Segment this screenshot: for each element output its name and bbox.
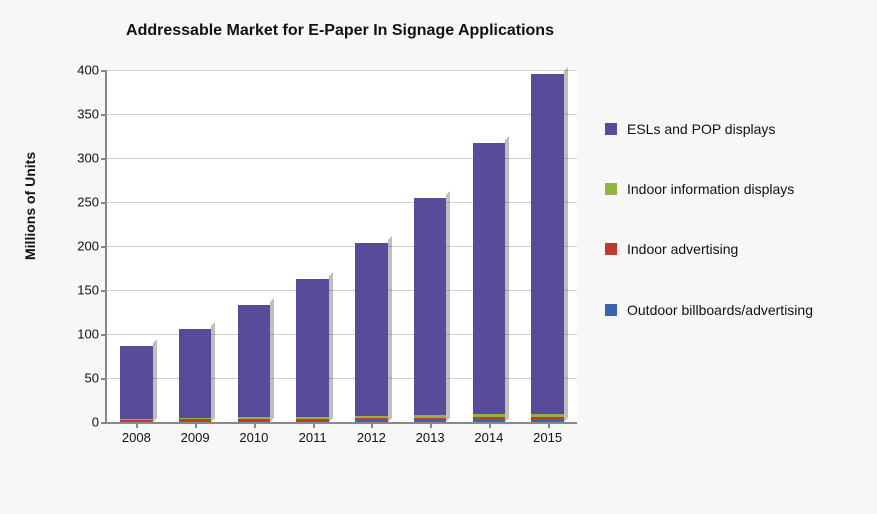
ytick-label: 150 — [77, 283, 99, 298]
gridline — [107, 114, 577, 115]
legend-swatch-outdoor — [605, 304, 617, 316]
xtick-mark — [195, 422, 197, 428]
bar-segment-outdoor — [238, 421, 270, 422]
bar-segment-indoor_adv — [473, 417, 505, 420]
ytick-mark — [101, 378, 107, 380]
xtick-mark — [254, 422, 256, 428]
plot-area: 0501001502002503003504002008200920102011… — [105, 70, 577, 424]
ytick-label: 100 — [77, 327, 99, 342]
legend-item-esl_pop: ESLs and POP displays — [605, 120, 855, 138]
bar-segment-outdoor — [473, 420, 505, 422]
bar-segment-esl_pop — [120, 346, 152, 419]
ytick-label: 400 — [77, 63, 99, 78]
xtick-mark — [371, 422, 373, 428]
chart-title: Addressable Market for E-Paper In Signag… — [0, 22, 680, 40]
y-axis-label: Millions of Units — [22, 152, 38, 260]
bar-segment-indoor_info — [473, 414, 505, 417]
bar-segment-indoor_adv — [355, 418, 387, 420]
bar-segment-esl_pop — [414, 198, 446, 415]
ytick-mark — [101, 334, 107, 336]
gridline — [107, 378, 577, 379]
bar-segment-indoor_info — [179, 418, 211, 419]
xtick-label: 2015 — [533, 430, 562, 445]
bar-group — [179, 329, 211, 422]
bar-segment-indoor_info — [531, 414, 563, 417]
xtick-mark — [136, 422, 138, 428]
legend-item-outdoor: Outdoor billboards/advertising — [605, 301, 855, 319]
xtick-mark — [430, 422, 432, 428]
ytick-mark — [101, 70, 107, 72]
bar-segment-indoor_info — [296, 417, 328, 419]
bar-segment-outdoor — [296, 421, 328, 422]
bar-segment-esl_pop — [473, 143, 505, 414]
legend-label: ESLs and POP displays — [627, 120, 775, 138]
xtick-label: 2009 — [181, 430, 210, 445]
bar-group — [355, 243, 387, 422]
legend-swatch-indoor_info — [605, 183, 617, 195]
xtick-label: 2014 — [474, 430, 503, 445]
bar-segment-indoor_info — [238, 417, 270, 419]
bar-segment-indoor_info — [414, 415, 446, 417]
ytick-mark — [101, 114, 107, 116]
ytick-mark — [101, 290, 107, 292]
ytick-mark — [101, 422, 107, 424]
gridline — [107, 70, 577, 71]
ytick-label: 50 — [85, 371, 99, 386]
bar-segment-indoor_adv — [296, 419, 328, 421]
legend-swatch-indoor_adv — [605, 243, 617, 255]
ytick-mark — [101, 246, 107, 248]
bar-segment-indoor_info — [355, 416, 387, 418]
bar-group — [238, 305, 270, 422]
bar-group — [473, 143, 505, 422]
ytick-label: 300 — [77, 151, 99, 166]
legend-label: Indoor information displays — [627, 180, 794, 198]
bar-segment-esl_pop — [238, 305, 270, 418]
xtick-mark — [489, 422, 491, 428]
legend-label: Outdoor billboards/advertising — [627, 301, 813, 319]
xtick-label: 2008 — [122, 430, 151, 445]
bar-group — [296, 279, 328, 422]
ytick-mark — [101, 202, 107, 204]
xtick-label: 2011 — [299, 430, 327, 445]
bar-segment-indoor_adv — [238, 419, 270, 421]
bar-segment-indoor_adv — [120, 420, 152, 421]
xtick-label: 2010 — [239, 430, 268, 445]
bar-segment-indoor_adv — [414, 418, 446, 421]
ytick-mark — [101, 158, 107, 160]
bar-segment-esl_pop — [355, 243, 387, 416]
gridline — [107, 334, 577, 335]
gridline — [107, 158, 577, 159]
xtick-mark — [548, 422, 550, 428]
xtick-label: 2012 — [357, 430, 386, 445]
legend-item-indoor_adv: Indoor advertising — [605, 240, 855, 258]
ytick-label: 0 — [92, 415, 99, 430]
ytick-label: 350 — [77, 107, 99, 122]
bar-group — [120, 346, 152, 422]
legend-item-indoor_info: Indoor information displays — [605, 180, 855, 198]
xtick-label: 2013 — [416, 430, 445, 445]
bar-segment-outdoor — [414, 420, 446, 422]
bar-segment-indoor_adv — [531, 417, 563, 420]
bar-segment-esl_pop — [179, 329, 211, 418]
xtick-mark — [313, 422, 315, 428]
bar-segment-esl_pop — [296, 279, 328, 417]
legend-swatch-esl_pop — [605, 123, 617, 135]
gridline — [107, 290, 577, 291]
gridline — [107, 202, 577, 203]
legend-label: Indoor advertising — [627, 240, 738, 258]
bar-group — [414, 198, 446, 422]
gridline — [107, 246, 577, 247]
bar-segment-indoor_adv — [179, 419, 211, 421]
bar-segment-outdoor — [531, 420, 563, 422]
bar-segment-outdoor — [179, 421, 211, 422]
bar-segment-esl_pop — [531, 74, 563, 414]
chart-container: Addressable Market for E-Paper In Signag… — [0, 0, 877, 514]
ytick-label: 200 — [77, 239, 99, 254]
bar-segment-outdoor — [120, 421, 152, 422]
legend: ESLs and POP displays Indoor information … — [605, 120, 855, 361]
bar-segment-outdoor — [355, 420, 387, 422]
bar-group — [531, 74, 563, 422]
bar-segment-indoor_info — [120, 419, 152, 420]
ytick-label: 250 — [77, 195, 99, 210]
